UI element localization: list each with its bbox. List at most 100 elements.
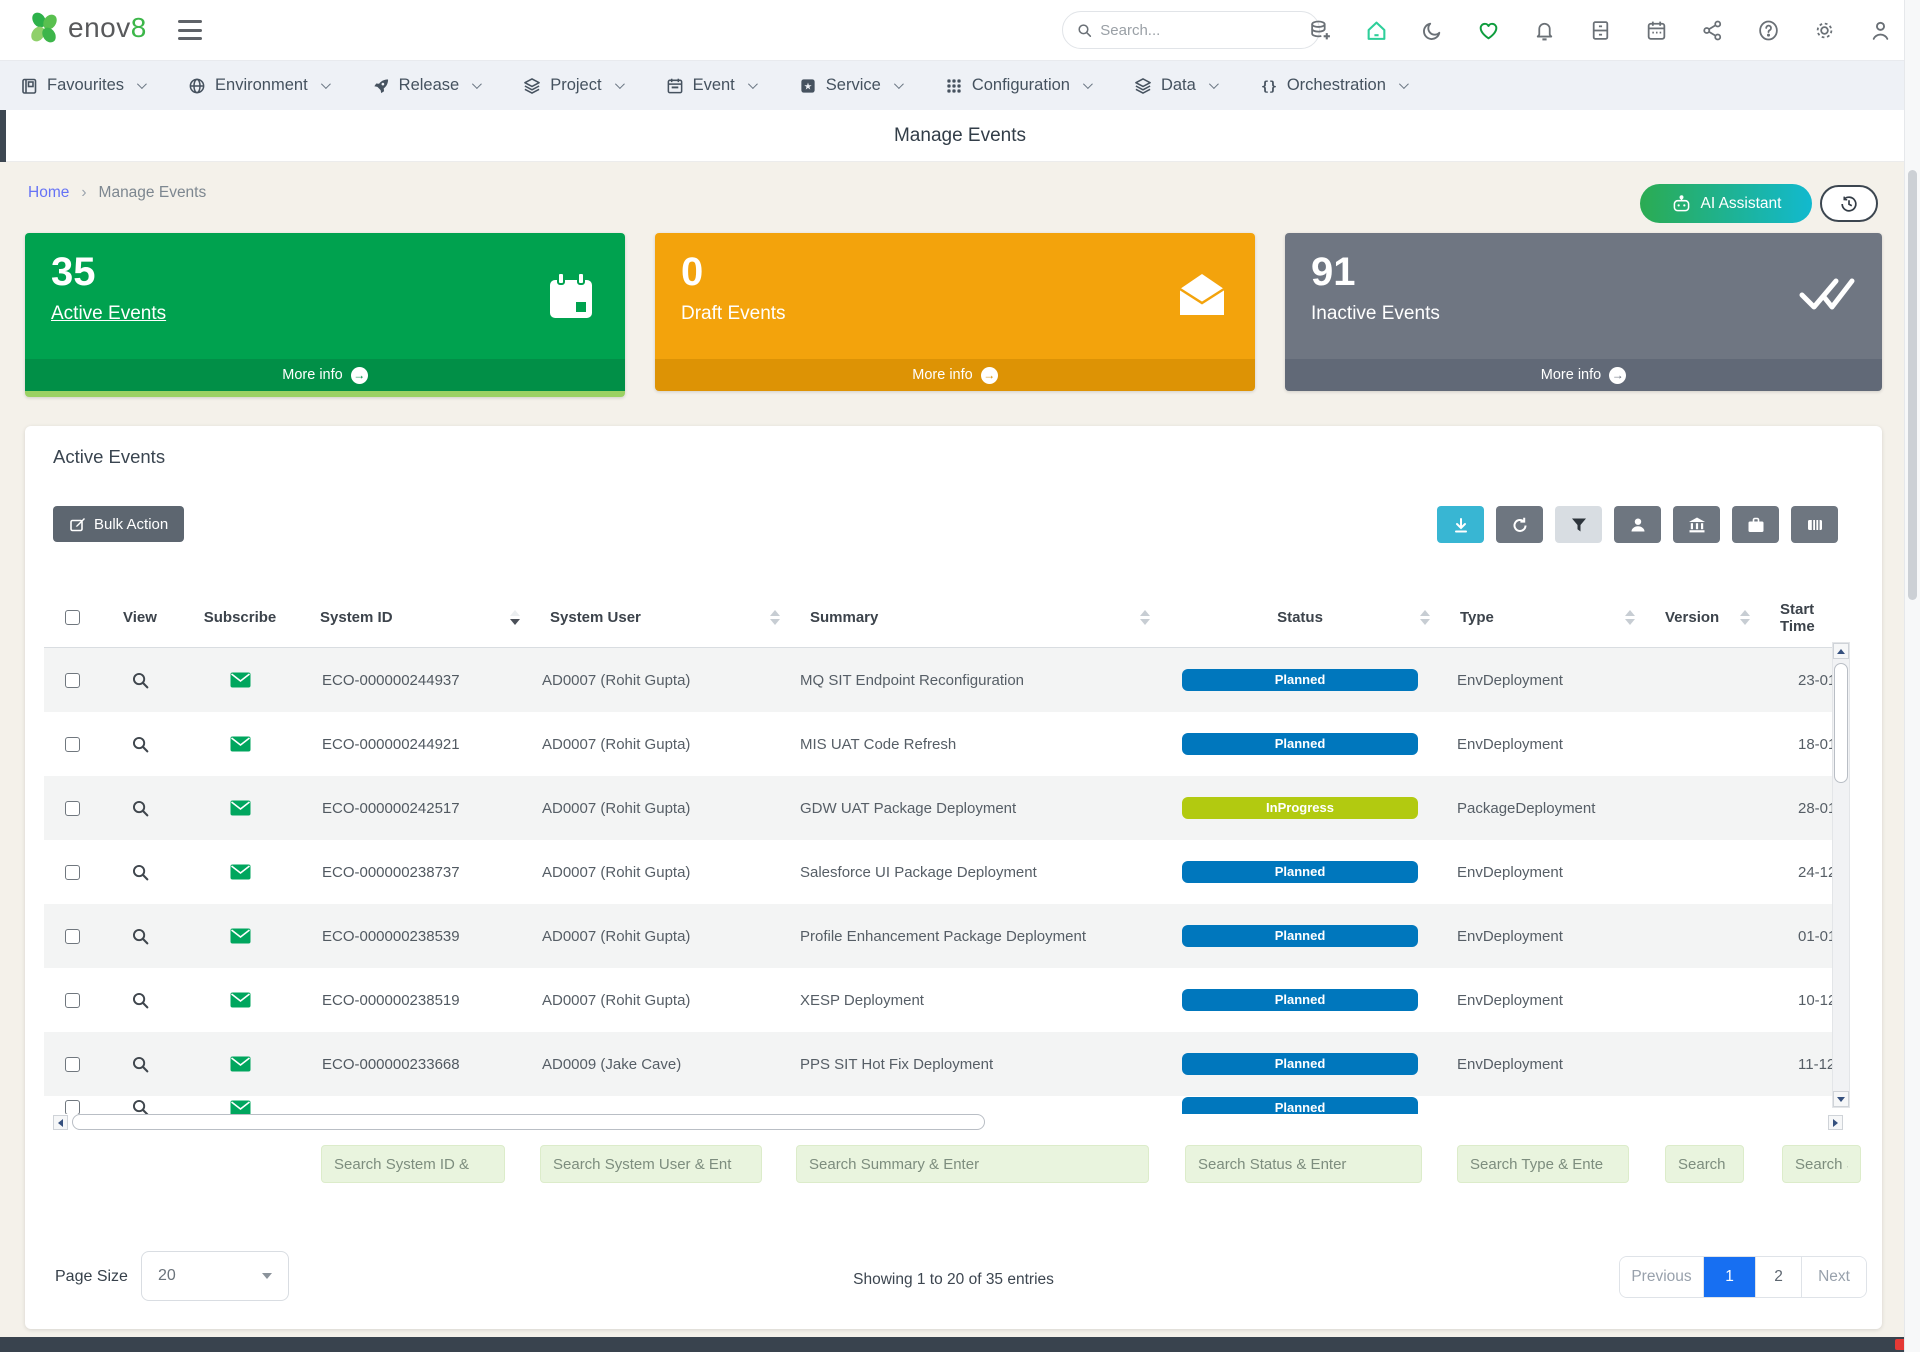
filter-system-id-input[interactable] [321, 1145, 505, 1183]
nav-item-configuration[interactable]: Configuration [945, 76, 1093, 95]
row-checkbox[interactable] [64, 800, 80, 816]
sort-icons[interactable] [510, 610, 520, 625]
view-icon[interactable] [131, 735, 150, 754]
database-add-icon[interactable] [1308, 19, 1332, 43]
more-info-link[interactable]: More info → [1285, 359, 1882, 391]
page-scroll-thumb[interactable] [1908, 170, 1917, 600]
active-events-link[interactable]: Active Events [51, 303, 167, 324]
nav-item-favourites[interactable]: Favourites [20, 76, 147, 95]
help-icon[interactable] [1756, 19, 1780, 43]
subscribe-mail-icon[interactable] [230, 1056, 251, 1072]
favourites-heart-icon[interactable] [1476, 19, 1500, 43]
subscribe-mail-icon[interactable] [230, 928, 251, 944]
user-profile-icon[interactable] [1868, 19, 1892, 43]
sort-icons[interactable] [1420, 610, 1430, 625]
share-icon[interactable] [1700, 19, 1724, 43]
table-vertical-scrollbar[interactable] [1832, 642, 1850, 1108]
scroll-down-arrow[interactable] [1833, 1091, 1849, 1107]
filter-start-time-input[interactable] [1782, 1145, 1861, 1183]
filter-version-input[interactable] [1665, 1145, 1744, 1183]
nav-item-event[interactable]: Event [666, 76, 758, 95]
dark-mode-moon-icon[interactable] [1420, 19, 1444, 43]
hamburger-menu-icon[interactable] [178, 20, 202, 40]
filter-status-input[interactable] [1185, 1145, 1422, 1183]
more-info-link[interactable]: More info → [655, 359, 1255, 391]
refresh-button[interactable] [1496, 506, 1543, 543]
home-icon[interactable] [1364, 19, 1388, 43]
project-filter-button[interactable] [1732, 506, 1779, 543]
scroll-left-arrow[interactable] [53, 1115, 68, 1130]
history-button[interactable] [1820, 185, 1878, 222]
archive-cabinet-icon[interactable] [1588, 19, 1612, 43]
filter-type-input[interactable] [1457, 1145, 1629, 1183]
nav-label: Release [398, 76, 460, 94]
filter-summary-input[interactable] [796, 1145, 1149, 1183]
sort-icons[interactable] [770, 610, 780, 625]
sort-icons[interactable] [1625, 610, 1635, 625]
subscribe-mail-icon[interactable] [230, 672, 251, 688]
search-input[interactable] [1100, 21, 1305, 39]
header-summary[interactable]: Summary [790, 588, 1160, 647]
global-search[interactable] [1062, 11, 1320, 49]
filter-button[interactable] [1555, 506, 1602, 543]
header-status[interactable]: Status [1160, 588, 1440, 647]
nav-item-release[interactable]: Release [372, 76, 483, 95]
row-checkbox[interactable] [64, 864, 80, 880]
columns-button[interactable] [1791, 506, 1838, 543]
view-icon[interactable] [131, 927, 150, 946]
subscribe-mail-icon[interactable] [230, 800, 251, 816]
sort-icons[interactable] [1140, 610, 1150, 625]
view-icon[interactable] [131, 1055, 150, 1074]
calendar-icon[interactable] [1644, 19, 1668, 43]
filter-system-user-input[interactable] [540, 1145, 762, 1183]
row-checkbox[interactable] [64, 1100, 80, 1114]
pagination-previous[interactable]: Previous [1620, 1257, 1704, 1297]
subscribe-mail-icon[interactable] [230, 992, 251, 1008]
table-horizontal-scrollbar[interactable] [53, 1114, 1843, 1131]
nav-item-service[interactable]: ★ Service [799, 76, 904, 95]
notifications-bell-icon[interactable] [1532, 19, 1556, 43]
pagination-page-1[interactable]: 1 [1704, 1257, 1756, 1297]
scroll-up-arrow[interactable] [1833, 643, 1849, 659]
more-info-link[interactable]: More info → [25, 359, 625, 391]
bulk-action-button[interactable]: Bulk Action [53, 506, 185, 542]
header-system-user[interactable]: System User [530, 588, 790, 647]
row-checkbox[interactable] [64, 992, 80, 1008]
nav-item-environment[interactable]: Environment [188, 76, 331, 95]
download-button[interactable] [1437, 506, 1484, 543]
row-checkbox[interactable] [64, 928, 80, 944]
subscribe-mail-icon[interactable] [230, 1100, 251, 1115]
horizontal-scroll-thumb[interactable] [72, 1114, 985, 1130]
pagination-next[interactable]: Next [1802, 1257, 1866, 1297]
view-icon[interactable] [131, 1098, 150, 1114]
nav-item-data[interactable]: Data [1134, 76, 1219, 95]
enov8-logo[interactable]: enov8 [26, 10, 147, 46]
row-checkbox[interactable] [64, 672, 80, 688]
user-filter-button[interactable] [1614, 506, 1661, 543]
row-checkbox[interactable] [64, 736, 80, 752]
header-system-id[interactable]: System ID [300, 588, 530, 647]
view-icon[interactable] [131, 863, 150, 882]
page-scrollbar[interactable] [1904, 0, 1920, 1352]
nav-item-project[interactable]: Project [523, 76, 625, 95]
organisation-filter-button[interactable] [1673, 506, 1720, 543]
breadcrumb-home-link[interactable]: Home [28, 184, 70, 201]
header-version[interactable]: Version [1645, 588, 1760, 647]
header-type[interactable]: Type [1440, 588, 1645, 647]
page-size-select[interactable]: 20 [141, 1251, 289, 1301]
scroll-right-arrow[interactable] [1828, 1115, 1843, 1130]
settings-gear-icon[interactable] [1812, 19, 1836, 43]
view-icon[interactable] [131, 671, 150, 690]
pagination-page-2[interactable]: 2 [1756, 1257, 1802, 1297]
subscribe-mail-icon[interactable] [230, 864, 251, 880]
nav-item-orchestration[interactable]: {} Orchestration [1260, 76, 1409, 95]
ai-assistant-button[interactable]: AI Assistant [1640, 184, 1812, 223]
row-checkbox[interactable] [64, 1056, 80, 1072]
view-icon[interactable] [131, 799, 150, 818]
select-all-checkbox[interactable] [64, 610, 80, 625]
view-icon[interactable] [131, 991, 150, 1010]
subscribe-mail-icon[interactable] [230, 736, 251, 752]
header-start-time[interactable]: Start Time [1780, 600, 1815, 635]
sort-icons[interactable] [1740, 610, 1750, 625]
vertical-scroll-thumb[interactable] [1834, 663, 1848, 783]
